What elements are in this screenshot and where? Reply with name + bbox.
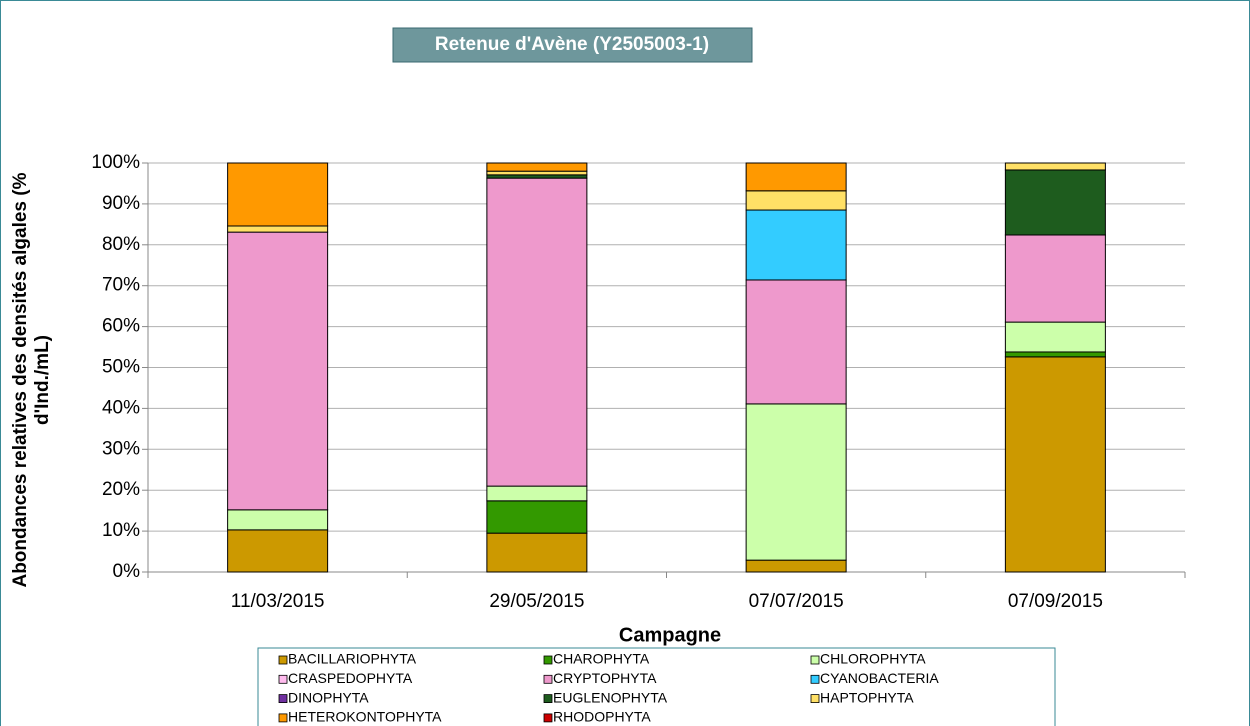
bar-segment bbox=[227, 231, 329, 511]
legend-swatch bbox=[278, 674, 288, 684]
legend-swatch bbox=[278, 694, 288, 703]
legend-label: CRASPEDOPHYTA bbox=[288, 670, 413, 686]
bar-segment bbox=[1004, 356, 1106, 573]
bar-segment bbox=[486, 500, 588, 534]
legend-swatch bbox=[810, 674, 820, 684]
bar-segment bbox=[227, 529, 329, 573]
bar-segment bbox=[486, 485, 588, 502]
bar-segment bbox=[745, 190, 847, 211]
legend-swatch bbox=[543, 694, 553, 703]
bar-segment bbox=[1004, 321, 1106, 353]
bar-segment bbox=[227, 225, 329, 233]
x-tick-label: 29/05/2015 bbox=[489, 591, 584, 612]
legend-label: CHAROPHYTA bbox=[553, 651, 650, 667]
legend-label: EUGLENOPHYTA bbox=[553, 689, 668, 705]
legend-swatch bbox=[543, 655, 553, 665]
bar-segment bbox=[1004, 351, 1106, 358]
legend-label: HAPTOPHYTA bbox=[820, 689, 914, 705]
y-tick-label: 80% bbox=[102, 234, 140, 255]
bar-segment bbox=[486, 532, 588, 573]
legend-label: CRYPTOPHYTA bbox=[553, 670, 657, 686]
bar-segment bbox=[1004, 169, 1106, 236]
bar-segment bbox=[1004, 234, 1106, 323]
y-tick-label: 60% bbox=[102, 316, 140, 337]
x-tick-label: 11/03/2015 bbox=[231, 591, 325, 612]
y-tick-label: 10% bbox=[102, 520, 140, 541]
y-tick-label: 20% bbox=[102, 479, 140, 500]
x-axis-label: Campagne bbox=[619, 624, 721, 646]
legend-label: DINOPHYTA bbox=[288, 689, 369, 705]
legend-swatch bbox=[543, 713, 553, 723]
legend-box bbox=[257, 647, 1056, 726]
bar-segment bbox=[486, 170, 588, 176]
legend-label: HETEROKONTOPHYTA bbox=[288, 709, 442, 725]
y-tick-label: 0% bbox=[113, 561, 141, 582]
y-tick-label: 50% bbox=[102, 357, 140, 378]
x-tick-label: 07/07/2015 bbox=[749, 591, 844, 612]
y-axis-label-box: Abondances relatives des densités algale… bbox=[10, 172, 53, 588]
title-box bbox=[392, 27, 753, 63]
y-tick-label: 30% bbox=[102, 438, 140, 459]
y-tick-label: 100% bbox=[91, 152, 140, 173]
y-tick-label: 70% bbox=[102, 275, 140, 296]
bar-segment bbox=[1004, 162, 1106, 171]
legend-swatch bbox=[810, 694, 820, 703]
x-tick-label: 07/09/2015 bbox=[1008, 591, 1103, 612]
legend-label: BACILLARIOPHYTA bbox=[288, 651, 417, 667]
legend-swatch bbox=[278, 655, 288, 665]
legend-label: CYANOBACTERIA bbox=[820, 670, 939, 686]
legend-swatch bbox=[543, 674, 553, 684]
bar-segment bbox=[745, 559, 847, 573]
y-axis-label: Abondances relatives des densités algale… bbox=[10, 172, 53, 588]
legend-swatch bbox=[278, 713, 288, 723]
y-tick-label: 90% bbox=[102, 193, 140, 214]
legend-label: RHODOPHYTA bbox=[553, 709, 651, 725]
legend-label: CHLOROPHYTA bbox=[820, 651, 926, 667]
chart-title: Retenue d'Avène (Y2505003-1) bbox=[435, 34, 709, 55]
bar-segment bbox=[227, 509, 329, 531]
bar-segment bbox=[745, 162, 847, 192]
bar-segment bbox=[745, 403, 847, 561]
bar-segment bbox=[227, 162, 329, 227]
y-tick-label: 40% bbox=[102, 397, 140, 418]
bar-segment bbox=[745, 209, 847, 281]
bar-segment bbox=[486, 177, 588, 487]
bar-segment bbox=[486, 162, 588, 172]
bar-segment bbox=[745, 279, 847, 405]
legend-swatch bbox=[810, 655, 820, 665]
